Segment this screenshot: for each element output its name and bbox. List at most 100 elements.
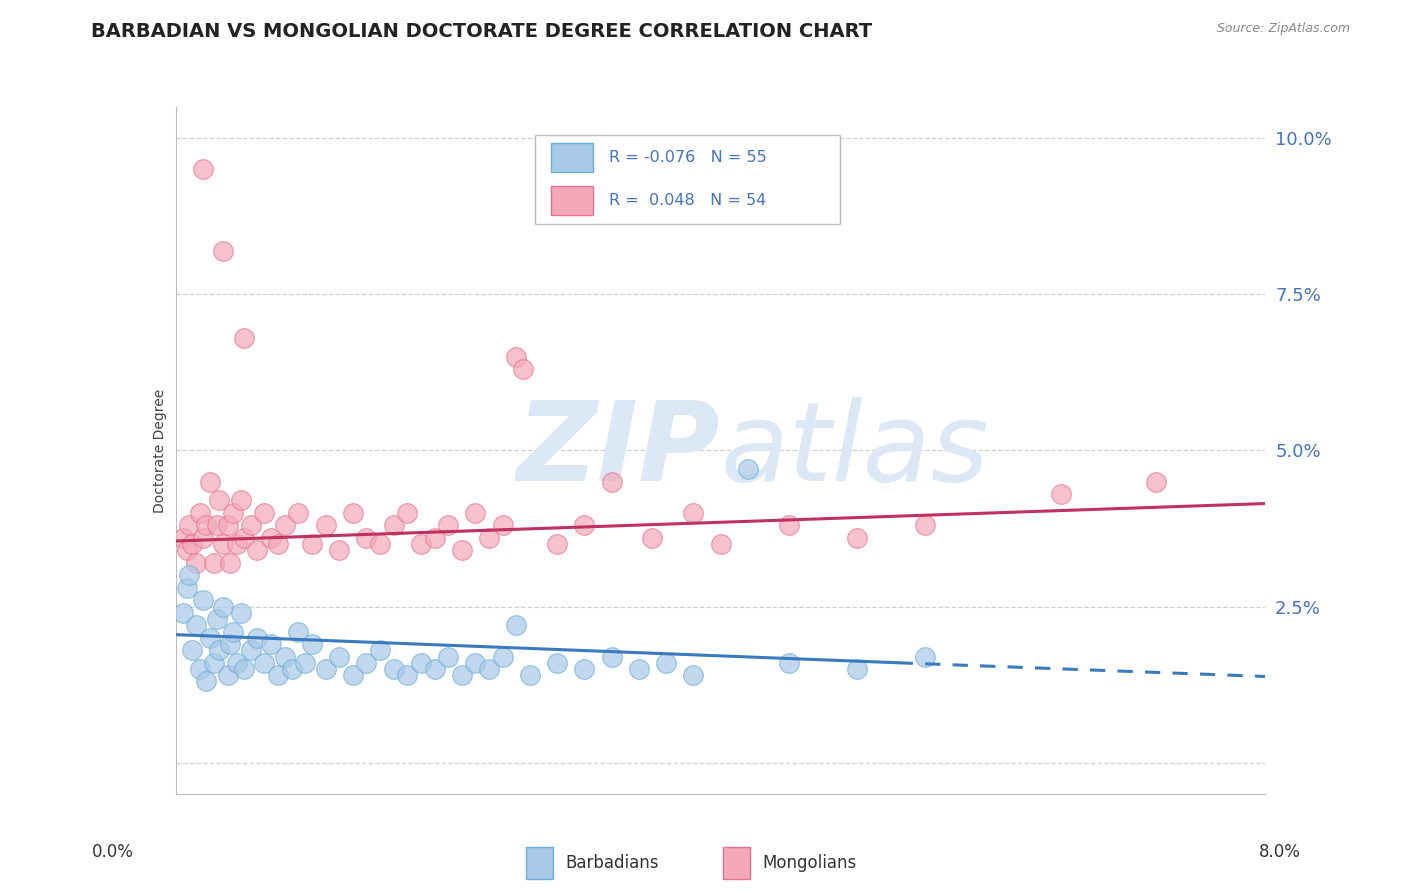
Point — [315, 662, 337, 676]
Point — [202, 556, 225, 570]
Text: ZIP: ZIP — [517, 397, 721, 504]
Point — [205, 518, 228, 533]
FancyBboxPatch shape — [551, 186, 593, 215]
Point — [1144, 475, 1167, 489]
Point — [246, 543, 269, 558]
Point — [246, 631, 269, 645]
Point — [641, 531, 664, 545]
Point — [437, 518, 460, 533]
Point — [478, 662, 501, 676]
Text: 8.0%: 8.0% — [1258, 843, 1301, 861]
Point — [191, 162, 214, 177]
Point — [464, 506, 486, 520]
Point — [179, 568, 201, 582]
Point — [239, 643, 262, 657]
Point — [655, 656, 678, 670]
Point — [382, 662, 405, 676]
Point — [356, 531, 378, 545]
Point — [217, 518, 239, 533]
Point — [505, 350, 527, 364]
Y-axis label: Doctorate Degree: Doctorate Degree — [153, 388, 167, 513]
Text: Barbadians: Barbadians — [565, 854, 659, 872]
Point — [478, 531, 501, 545]
Point — [294, 656, 316, 670]
Point — [232, 662, 254, 676]
Point — [574, 518, 596, 533]
Point — [231, 606, 253, 620]
Point — [194, 674, 217, 689]
Point — [914, 518, 936, 533]
Point — [274, 518, 297, 533]
Point — [437, 649, 460, 664]
Point — [1050, 487, 1073, 501]
Point — [176, 581, 198, 595]
Point — [574, 662, 596, 676]
Point — [260, 531, 283, 545]
Point — [172, 606, 194, 620]
Point — [186, 556, 208, 570]
Point — [212, 537, 235, 551]
Point — [546, 537, 568, 551]
Text: R =  0.048   N = 54: R = 0.048 N = 54 — [609, 193, 766, 208]
Point — [512, 362, 534, 376]
Point — [212, 599, 235, 614]
Point — [368, 643, 391, 657]
Point — [356, 656, 378, 670]
Point — [280, 662, 302, 676]
FancyBboxPatch shape — [536, 135, 841, 224]
Point — [226, 656, 249, 670]
Point — [409, 537, 432, 551]
Point — [464, 656, 486, 670]
Point — [188, 662, 211, 676]
Point — [267, 668, 290, 682]
FancyBboxPatch shape — [526, 847, 554, 880]
Point — [202, 656, 225, 670]
Point — [172, 531, 194, 545]
Point — [382, 518, 405, 533]
Point — [315, 518, 337, 533]
FancyBboxPatch shape — [723, 847, 751, 880]
Point — [222, 506, 245, 520]
Point — [260, 637, 283, 651]
Text: Mongolians: Mongolians — [762, 854, 856, 872]
Point — [287, 624, 309, 639]
Point — [287, 506, 309, 520]
Point — [253, 656, 276, 670]
Point — [231, 493, 253, 508]
Point — [682, 668, 704, 682]
Point — [710, 537, 733, 551]
Point — [217, 668, 239, 682]
Point — [845, 662, 868, 676]
Point — [600, 649, 623, 664]
Point — [198, 475, 221, 489]
Point — [301, 537, 323, 551]
Point — [737, 462, 759, 476]
Point — [188, 506, 211, 520]
Text: R = -0.076   N = 55: R = -0.076 N = 55 — [609, 150, 766, 165]
Point — [778, 656, 800, 670]
Point — [205, 612, 228, 626]
Point — [176, 543, 198, 558]
Point — [396, 668, 419, 682]
Point — [450, 543, 472, 558]
Point — [682, 506, 704, 520]
Point — [186, 618, 208, 632]
Point — [267, 537, 290, 551]
Point — [423, 531, 446, 545]
Text: atlas: atlas — [721, 397, 990, 504]
Text: Source: ZipAtlas.com: Source: ZipAtlas.com — [1216, 22, 1350, 36]
Point — [546, 656, 568, 670]
Point — [226, 537, 249, 551]
Point — [845, 531, 868, 545]
Point — [194, 518, 217, 533]
Point — [492, 518, 515, 533]
Point — [181, 643, 204, 657]
Text: 0.0%: 0.0% — [91, 843, 134, 861]
Point — [778, 518, 800, 533]
Point — [328, 543, 350, 558]
Point — [409, 656, 432, 670]
Point — [274, 649, 297, 664]
FancyBboxPatch shape — [551, 144, 593, 172]
Point — [328, 649, 350, 664]
Point — [342, 668, 364, 682]
